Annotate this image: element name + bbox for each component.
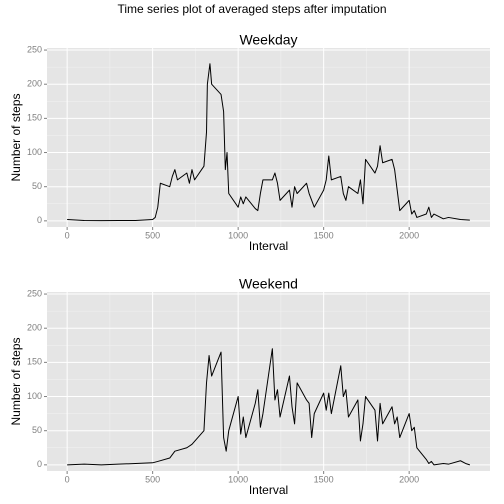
panel-title: Weekday xyxy=(239,32,297,48)
x-tick-label: 0 xyxy=(65,474,70,484)
x-axis-title: Interval xyxy=(249,483,288,497)
y-tick-label: 50 xyxy=(32,181,42,191)
y-tick-label: 250 xyxy=(27,288,42,298)
x-tick-label: 0 xyxy=(65,230,70,240)
y-tick-label: 200 xyxy=(27,323,42,333)
y-tick-label: 0 xyxy=(37,215,42,225)
y-tick-label: 100 xyxy=(27,391,42,401)
line xyxy=(67,63,470,222)
panel-background xyxy=(47,292,490,471)
panel-background xyxy=(47,48,490,227)
x-tick-label: 500 xyxy=(145,474,160,484)
x-tick-label: 1000 xyxy=(228,474,248,484)
figure-title: Time series plot of averaged steps after… xyxy=(117,2,386,16)
y-tick-label: 150 xyxy=(27,357,42,367)
x-tick-label: 1500 xyxy=(314,474,334,484)
y-tick-label: 100 xyxy=(27,147,42,157)
x-tick-label: 500 xyxy=(145,230,160,240)
line xyxy=(67,348,471,466)
y-tick-label: 200 xyxy=(27,79,42,89)
y-tick-label: 50 xyxy=(32,425,42,435)
x-axis-title: Interval xyxy=(249,239,288,253)
y-tick-label: 150 xyxy=(27,113,42,123)
y-axis-title: Number of steps xyxy=(9,337,23,425)
y-axis-title: Number of steps xyxy=(9,93,23,181)
x-tick-label: 2000 xyxy=(399,230,419,240)
x-tick-label: 1000 xyxy=(228,230,248,240)
x-tick-label: 2000 xyxy=(399,474,419,484)
y-tick-label: 250 xyxy=(27,44,42,54)
panel-title: Weekend xyxy=(239,276,298,292)
x-tick-label: 1500 xyxy=(314,230,334,240)
y-tick-label: 0 xyxy=(37,459,42,469)
